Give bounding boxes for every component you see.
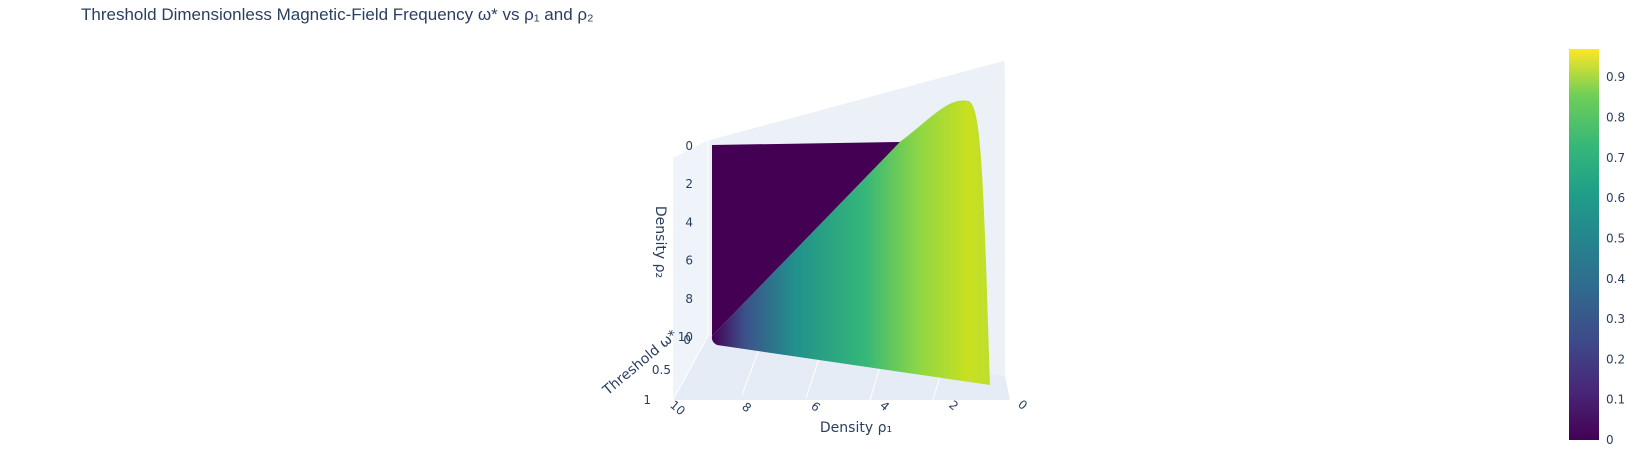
x-tick-6: 6	[808, 399, 823, 415]
colorbar: 0 0.1 0.2 0.3 0.4 0.5 0.6 0.7 0.8 0.9	[1569, 49, 1625, 447]
surface-top-edge	[899, 100, 971, 143]
colorbar-tick-0.6: 0.6	[1606, 191, 1625, 205]
colorbar-gradient	[1569, 49, 1599, 440]
x-tick-0: 0	[1015, 397, 1030, 413]
z-tick-0: 0	[683, 333, 691, 347]
chart-title: Threshold Dimensionless Magnetic-Field F…	[81, 5, 594, 24]
y-tick-10: 10	[678, 330, 693, 344]
colorbar-tick-0.8: 0.8	[1606, 111, 1625, 125]
colorbar-tick-0.7: 0.7	[1606, 151, 1625, 165]
surface-rising-region	[711, 100, 990, 385]
x-tick-2: 2	[946, 398, 961, 414]
x-tick-8: 8	[739, 400, 754, 416]
colorbar-ticks: 0 0.1 0.2 0.3 0.4 0.5 0.6 0.7 0.8 0.9	[1606, 70, 1625, 447]
y-tick-8: 8	[685, 292, 693, 306]
z-axis-ticks: 00.51	[643, 333, 691, 407]
colorbar-tick-0.4: 0.4	[1606, 272, 1625, 286]
colorbar-tick-0.3: 0.3	[1606, 312, 1625, 326]
y-tick-4: 4	[685, 215, 693, 229]
colorbar-tick-0.1: 0.1	[1606, 393, 1625, 407]
y-axis-label: Density ρ₂	[652, 206, 668, 278]
surface[interactable]	[711, 100, 990, 385]
colorbar-tick-0.5: 0.5	[1606, 231, 1625, 245]
y-tick-2: 2	[685, 177, 693, 191]
x-tick-4: 4	[877, 398, 892, 414]
z-tick-1: 1	[643, 393, 651, 407]
x-axis-label: Density ρ₁	[820, 420, 892, 436]
colorbar-tick-0.9: 0.9	[1606, 70, 1625, 84]
x-tick-10: 10	[667, 398, 688, 419]
z-tick-0.5: 0.5	[652, 363, 671, 377]
y-tick-6: 6	[685, 254, 693, 268]
y-tick-0: 0	[685, 139, 693, 153]
y-axis-ticks: 0 2 4 6 8 10	[678, 139, 693, 344]
x-axis-ticks: 0 2 4 6 8 10	[667, 397, 1030, 418]
colorbar-tick-0: 0	[1606, 433, 1614, 447]
colorbar-tick-0.2: 0.2	[1606, 352, 1625, 366]
